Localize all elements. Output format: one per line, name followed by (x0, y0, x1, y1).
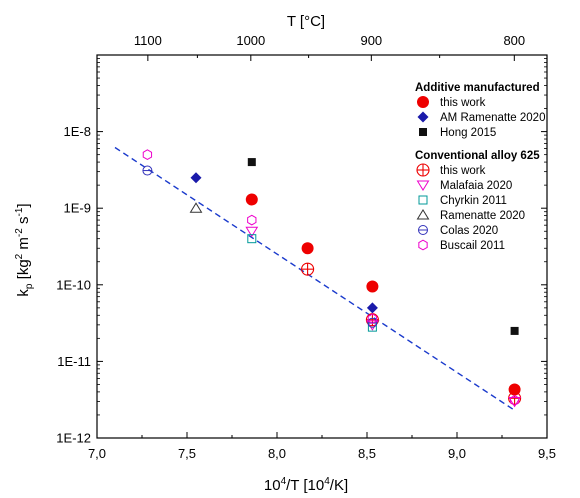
marker-shape (189, 202, 203, 213)
data-point (366, 320, 379, 331)
legend-marker (416, 163, 430, 177)
x-tick-label: 9,5 (538, 446, 556, 461)
data-point (142, 149, 153, 161)
data-point (190, 172, 202, 184)
marker-shape (190, 172, 202, 184)
top-tick-label: 1100 (134, 33, 162, 48)
y-tick-label: 1E-10 (56, 277, 91, 292)
legend-label: Hong 2015 (440, 127, 496, 139)
marker-shape (366, 320, 379, 331)
legend-marker (418, 239, 428, 251)
marker-shape (366, 280, 379, 293)
y-axis-title-mid2: m (15, 237, 32, 254)
x-tick-label: 7,0 (88, 446, 106, 461)
legend-marker (418, 195, 428, 205)
y-axis-title: kp [kg2 m-2 s-1] (14, 203, 35, 296)
data-point (189, 202, 203, 213)
x-tick-label: 9,0 (448, 446, 466, 461)
legend-marker (418, 225, 428, 235)
data-point (508, 396, 521, 408)
legend-marker (417, 111, 429, 123)
x-axis-title: 104/T [104/K] (264, 476, 348, 494)
top-tick-label: 900 (360, 33, 382, 48)
marker-shape (416, 209, 430, 220)
marker-shape (417, 111, 429, 123)
marker-shape (245, 193, 258, 206)
data-point (366, 302, 378, 314)
axis-ticks: 7,0 7,5 8,0 8,5 9,0 9,5 1100 1000 900 800 1E-12 1E-… (56, 33, 556, 461)
legend-label: Malafaia 2020 (440, 180, 512, 192)
data-point (510, 326, 519, 335)
data-point (509, 394, 520, 406)
legend-marker (419, 128, 427, 136)
marker-shape (301, 242, 314, 255)
marker-shape (509, 394, 520, 406)
marker-shape (366, 302, 378, 314)
y-axis-title-sup2: -2 (14, 228, 25, 237)
y-axis-title-end: ] (15, 203, 32, 207)
marker-shape (247, 214, 257, 226)
legend-marker (416, 180, 430, 191)
marker-shape (510, 326, 519, 335)
data-point (247, 234, 257, 244)
data-point (247, 158, 256, 167)
y-tick-label: 1E-12 (56, 431, 91, 446)
y-axis-title-mid3: s (15, 217, 32, 229)
marker-shape (247, 234, 257, 244)
data-point (245, 193, 258, 206)
x-axis-title-sup: 4 (281, 476, 287, 487)
x-axis-title-end: /K] (330, 477, 348, 494)
marker-shape (508, 396, 521, 408)
marker-shape (416, 180, 430, 191)
legend-label: Ramenatte 2020 (440, 210, 525, 222)
top-tick-label: 800 (503, 33, 525, 48)
marker-shape (247, 158, 256, 167)
data-point (367, 317, 378, 328)
y-axis-title-sub: p (24, 283, 35, 289)
y-axis-title-main: k (15, 289, 32, 297)
y-axis-title-sup1: 2 (14, 253, 25, 259)
y-axis-title-mid: [kg (15, 259, 32, 283)
top-tick-label: 1000 (236, 33, 265, 48)
legend-label: Chyrkin 2011 (440, 195, 507, 207)
marker-shape (419, 128, 427, 136)
legend-label: this work (440, 97, 486, 109)
x-axis-title-main: 10 (264, 477, 281, 494)
top-axis-title: T [°C] (287, 13, 325, 30)
data-point (142, 165, 153, 176)
legend-label: Colas 2020 (440, 225, 498, 237)
data-point (245, 226, 259, 238)
y-axis-title-sup3: -1 (14, 207, 25, 216)
marker-shape (142, 149, 153, 161)
legend-label: this work (440, 165, 486, 177)
data-point (301, 242, 314, 255)
legend-label: AM Ramenatte 2020 (440, 112, 545, 124)
legend-marker (416, 209, 430, 220)
legend-heading: Conventional alloy 625 (415, 150, 540, 162)
marker-shape (417, 96, 429, 108)
data-point (247, 214, 257, 226)
x-tick-label: 8,5 (358, 446, 376, 461)
marker-shape (418, 195, 428, 205)
x-tick-label: 7,5 (178, 446, 196, 461)
y-tick-label: 1E-11 (57, 354, 91, 369)
data-point (367, 313, 378, 325)
data-point (366, 280, 379, 293)
marker-shape (418, 239, 428, 251)
marker-shape (245, 226, 259, 238)
x-axis-title-sup2: 4 (324, 476, 330, 487)
data-points (142, 149, 522, 408)
legend-marker (417, 96, 429, 108)
y-tick-label: 1E-9 (64, 201, 91, 216)
x-axis-title-rest: /T [10 (286, 477, 324, 494)
y-tick-label: 1E-8 (64, 124, 91, 139)
legend: Additive manufactured this work AM Ramenat… (415, 82, 545, 252)
legend-heading: Additive manufactured (415, 82, 540, 94)
x-tick-label: 8,0 (268, 446, 286, 461)
legend-label: Buscail 2011 (440, 240, 505, 252)
marker-shape (367, 313, 378, 325)
data-point (301, 262, 315, 276)
